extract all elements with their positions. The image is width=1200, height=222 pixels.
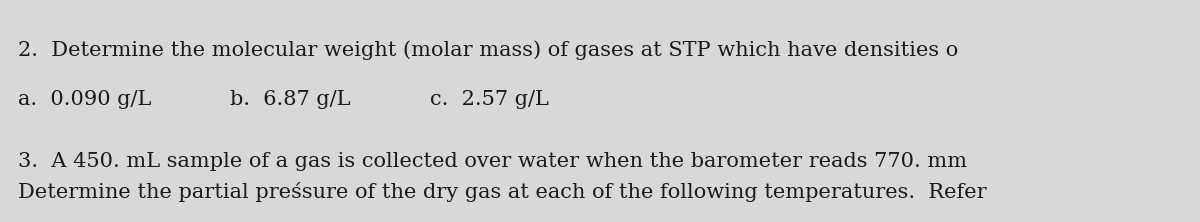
Text: Determine the partial preśsure of the dry gas at each of the following temperatu: Determine the partial preśsure of the dr… (18, 182, 986, 202)
Text: c.  2.57 g/L: c. 2.57 g/L (430, 90, 548, 109)
Text: a.  0.090 g/L: a. 0.090 g/L (18, 90, 151, 109)
Text: 2.  Determine the molecular weight (molar mass) of gases at STP which have densi: 2. Determine the molecular weight (molar… (18, 40, 959, 60)
Text: b.  6.87 g/L: b. 6.87 g/L (230, 90, 350, 109)
Text: 3.  A 450. mL sample of a gas is collected over water when the barometer reads 7: 3. A 450. mL sample of a gas is collecte… (18, 152, 967, 171)
